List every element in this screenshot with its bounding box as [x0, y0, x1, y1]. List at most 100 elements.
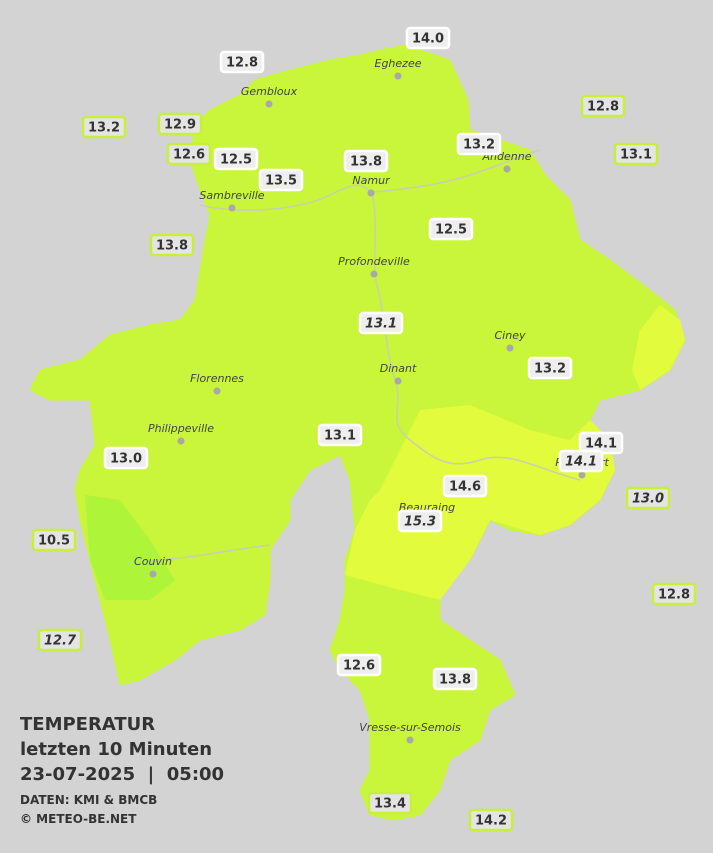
station-box — [625, 486, 671, 510]
city-name: Ciney — [495, 329, 526, 342]
station: 12.6 — [166, 142, 212, 166]
city-dot — [506, 344, 514, 352]
station: 12.6 — [336, 653, 382, 677]
station-box — [258, 168, 304, 192]
station-value: 13.2 — [463, 138, 495, 153]
legend-title: TEMPERATUR — [20, 714, 155, 735]
city-name: Eghezee — [375, 57, 422, 70]
station: 13.0 — [625, 486, 671, 510]
station-value: 13.2 — [88, 121, 120, 136]
station-value: 13.0 — [632, 492, 664, 507]
station-value: 13.4 — [374, 797, 406, 812]
station-box — [405, 26, 451, 50]
city-name: Philippeville — [148, 422, 214, 435]
station-value: 12.8 — [226, 56, 258, 71]
city-dot — [149, 570, 157, 578]
legend-copyright: © METEO-BE.NET — [20, 812, 137, 826]
station: 13.5 — [258, 168, 304, 192]
station-value: 12.8 — [587, 100, 619, 115]
station-value: 12.8 — [658, 588, 690, 603]
station-box — [613, 142, 659, 166]
station-box — [367, 791, 413, 815]
station-box — [358, 311, 404, 335]
city-name: Couvin — [134, 555, 172, 568]
station-value: 12.7 — [44, 634, 77, 649]
station-value: 13.2 — [534, 362, 566, 377]
city-name: Sambreville — [199, 189, 264, 202]
city-name: Profondeville — [338, 255, 410, 268]
station-box — [580, 94, 626, 118]
station-box — [468, 808, 514, 832]
city-name: Gembloux — [241, 85, 298, 98]
station: 12.8 — [219, 50, 265, 74]
city-dot — [213, 387, 221, 395]
station: 14.1 — [578, 431, 624, 455]
station-value: 14.1 — [565, 455, 597, 470]
station: 13.1 — [317, 423, 363, 447]
station: 13.1 — [613, 142, 659, 166]
city-name: Dinant — [380, 362, 417, 375]
city-dot — [394, 377, 402, 385]
station-value: 12.6 — [343, 659, 375, 674]
station-value: 15.3 — [404, 515, 436, 530]
station: 13.8 — [149, 233, 195, 257]
station-box — [317, 423, 363, 447]
station: 13.8 — [432, 667, 478, 691]
station-box — [442, 474, 488, 498]
city-name: Florennes — [190, 372, 244, 385]
station-box — [149, 233, 195, 257]
warm-zone — [345, 405, 615, 600]
station-value: 13.8 — [156, 239, 188, 254]
station-box — [103, 446, 149, 470]
station: 13.2 — [527, 356, 573, 380]
station-box — [558, 449, 604, 473]
city-dot — [503, 165, 511, 173]
station: 10.5 — [31, 528, 77, 552]
station-value: 13.1 — [365, 317, 397, 332]
station-value: 13.0 — [110, 452, 142, 467]
station: 12.8 — [651, 582, 697, 606]
city-dot — [578, 471, 586, 479]
station-value: 13.1 — [324, 429, 356, 444]
station: 13.4 — [367, 791, 413, 815]
city-dot — [265, 100, 273, 108]
station-box — [456, 132, 502, 156]
legend-subtitle: letzten 10 Minuten — [20, 739, 212, 760]
station-value: 12.6 — [173, 148, 205, 163]
station-value: 14.2 — [475, 814, 507, 829]
legend-date: 23-07-2025 | 05:00 — [20, 764, 224, 785]
station-value: 14.0 — [412, 32, 444, 47]
city-name: Vresse-sur-Semois — [359, 721, 461, 734]
station: 12.8 — [580, 94, 626, 118]
station: 14.6 — [442, 474, 488, 498]
station-box — [336, 653, 382, 677]
station: 13.1 — [358, 311, 404, 335]
city-dot — [177, 437, 185, 445]
station-box — [31, 528, 77, 552]
station-value: 13.5 — [265, 174, 297, 189]
station-value: 12.5 — [435, 223, 467, 238]
station-box — [37, 628, 83, 652]
station-box — [432, 667, 478, 691]
city-dot — [228, 204, 236, 212]
station-box — [343, 149, 389, 173]
station: 14.0 — [405, 26, 451, 50]
station-value: 13.8 — [439, 673, 471, 688]
station: 13.0 — [103, 446, 149, 470]
city-name: Namur — [352, 174, 391, 187]
station-box — [213, 147, 259, 171]
station-box — [219, 50, 265, 74]
city-dot — [394, 72, 402, 80]
station: 12.5 — [213, 147, 259, 171]
station-box — [81, 115, 127, 139]
station-value: 14.1 — [585, 437, 617, 452]
city-dot — [367, 189, 375, 197]
station: 13.2 — [81, 115, 127, 139]
legend-source: DATEN: KMI & BMCB — [20, 793, 157, 807]
station-box — [527, 356, 573, 380]
city-dot — [406, 736, 414, 744]
station-value: 12.9 — [164, 118, 196, 133]
station-box — [397, 509, 443, 533]
station-box — [157, 112, 203, 136]
